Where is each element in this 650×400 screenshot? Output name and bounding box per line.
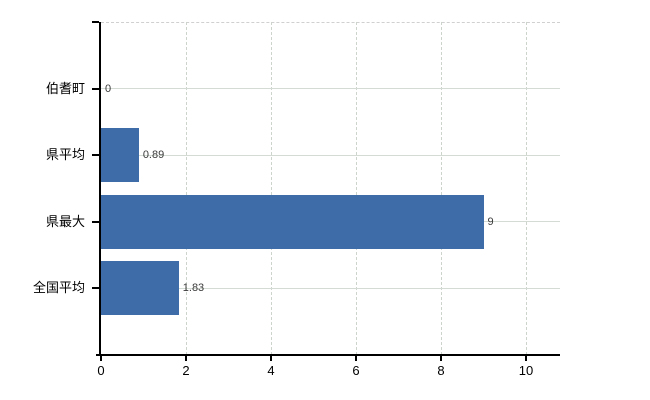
v-gridline	[526, 22, 527, 355]
category-label: 伯耆町	[45, 80, 85, 96]
category-label: 県最大	[45, 213, 85, 229]
h-gridline	[101, 287, 560, 289]
category-label: 全国平均	[32, 280, 85, 295]
value-label: 0.89	[142, 149, 165, 161]
h-gridline	[101, 154, 560, 156]
x-tick	[440, 356, 442, 361]
bar	[101, 261, 179, 315]
x-tick	[355, 356, 357, 361]
y-tick	[92, 154, 99, 156]
x-tick	[185, 356, 187, 361]
bar	[101, 128, 139, 182]
value-label: 0	[105, 82, 112, 95]
x-tick-label: 10	[518, 363, 534, 378]
category-label: 県平均	[45, 147, 85, 162]
value-label: 9	[487, 215, 494, 228]
x-tick-label: 0	[97, 363, 105, 378]
x-tick-label: 2	[182, 363, 190, 378]
y-axis-top-tick	[92, 21, 99, 23]
v-gridline	[186, 22, 187, 355]
x-tick-label: 4	[267, 363, 275, 378]
v-gridline	[441, 22, 442, 355]
value-label: 1.83	[182, 282, 205, 294]
x-tick	[525, 356, 527, 361]
v-gridline	[356, 22, 357, 355]
y-tick	[92, 287, 99, 289]
x-tick-label: 6	[352, 363, 360, 378]
x-tick-label: 8	[437, 363, 445, 378]
y-axis-line	[99, 22, 101, 355]
plot-top-border	[101, 22, 560, 23]
v-gridline	[271, 22, 272, 355]
y-tick	[92, 220, 99, 223]
h-gridline	[101, 88, 560, 89]
bar	[101, 194, 484, 249]
y-tick	[92, 87, 99, 90]
x-tick	[100, 356, 102, 361]
x-axis-line	[96, 354, 560, 356]
x-tick	[270, 356, 272, 361]
